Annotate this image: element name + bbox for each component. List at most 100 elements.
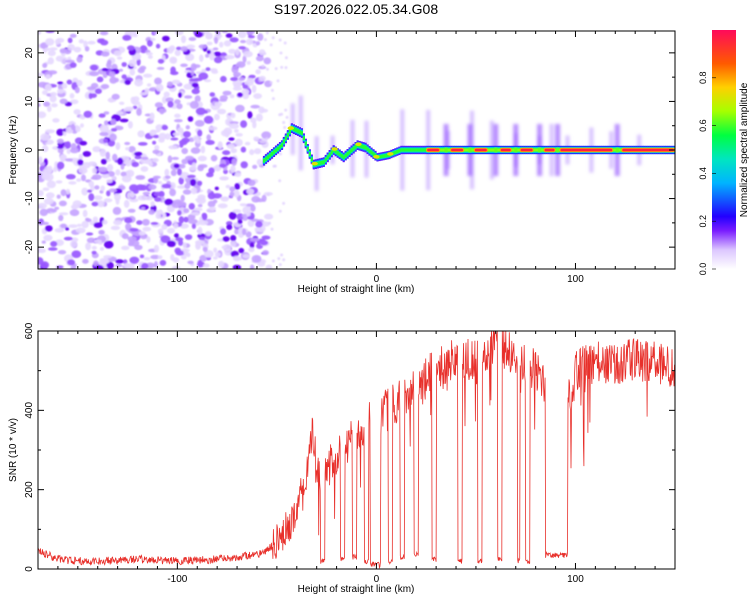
noise-blob xyxy=(228,211,237,220)
noise-speck xyxy=(269,81,273,85)
signal-core xyxy=(331,147,338,151)
noise-blob xyxy=(205,67,211,71)
noise-blob xyxy=(115,111,124,115)
noise-blob xyxy=(226,224,233,231)
noise-blob xyxy=(214,101,222,107)
y-tick-label: 0 xyxy=(24,566,35,572)
noise-blob xyxy=(191,82,199,88)
colorbar-tick-label: 0.0 xyxy=(698,263,708,276)
noise-blob xyxy=(76,223,82,227)
signal-cell xyxy=(404,148,407,152)
noise-blob xyxy=(103,111,110,115)
noise-speck xyxy=(282,121,286,124)
noise-blob xyxy=(230,112,236,119)
noise-blob xyxy=(127,45,135,51)
noise-speck xyxy=(277,257,281,261)
noise-blob xyxy=(93,222,103,229)
noise-blob xyxy=(143,73,153,78)
noise-speck xyxy=(278,209,282,213)
noise-blob xyxy=(113,219,123,226)
noise-blob xyxy=(148,162,154,167)
noise-blob xyxy=(103,198,113,203)
noise-blob xyxy=(265,264,273,269)
noise-blob xyxy=(71,250,82,258)
noise-blob xyxy=(85,217,90,222)
noise-speck xyxy=(278,38,282,42)
noise-blob xyxy=(94,264,104,269)
noise-blob xyxy=(85,242,91,251)
noise-blob xyxy=(263,57,272,65)
noise-blob xyxy=(214,252,221,257)
signal-cell xyxy=(360,144,363,149)
noise-speck xyxy=(280,253,284,257)
noise-blob xyxy=(115,142,121,151)
bright-segment-core xyxy=(560,148,613,152)
noise-blob xyxy=(42,90,48,95)
noise-blob xyxy=(174,119,183,123)
noise-blob xyxy=(99,247,105,251)
noise-blob xyxy=(232,255,241,262)
noise-blob xyxy=(129,192,135,198)
noise-blob xyxy=(168,145,178,150)
noise-speck xyxy=(280,65,284,69)
noise-blob xyxy=(86,86,96,91)
noise-blob xyxy=(166,240,176,247)
signal-cell xyxy=(416,148,419,152)
noise-blob xyxy=(44,225,53,232)
noise-blob xyxy=(167,227,175,234)
noise-blob xyxy=(185,53,195,61)
bright-segment-core xyxy=(427,148,440,152)
y-tick-label: 200 xyxy=(24,481,35,498)
noise-blob xyxy=(44,166,52,175)
noise-blob xyxy=(124,79,131,85)
signal-cell xyxy=(394,150,397,154)
colorbar-gradient xyxy=(712,30,736,269)
noise-blob xyxy=(133,151,143,157)
noise-blob xyxy=(112,206,122,215)
noise-blob xyxy=(240,146,247,153)
noise-blob xyxy=(197,155,207,162)
snr-ylabel: SNR (10 * v/v) xyxy=(8,418,19,482)
noise-blob xyxy=(179,171,190,179)
y-tick-label: 0 xyxy=(24,147,35,153)
noise-blob xyxy=(75,227,86,234)
noise-blob xyxy=(131,161,139,168)
colorbar-tick-label: 0.2 xyxy=(698,215,708,228)
noise-blob xyxy=(69,62,77,68)
noise-blob xyxy=(57,88,65,94)
noise-blob xyxy=(234,138,243,147)
noise-blob xyxy=(78,39,85,44)
x-tick-label: -100 xyxy=(167,274,187,285)
signal-cell xyxy=(294,128,297,132)
noise-blob xyxy=(160,235,171,244)
y-tick-label: 10 xyxy=(24,95,35,107)
noise-blob xyxy=(88,180,95,188)
noise-blob xyxy=(242,91,250,100)
noise-speck xyxy=(271,259,275,263)
noise-blob xyxy=(228,48,236,54)
noise-blob xyxy=(91,201,99,207)
noise-blob xyxy=(173,222,179,229)
signal-cell xyxy=(348,150,351,154)
noise-blob xyxy=(178,92,183,98)
noise-blob xyxy=(177,210,182,216)
y-tick-label: -10 xyxy=(24,191,35,206)
noise-blob xyxy=(121,175,132,183)
noise-blob xyxy=(246,38,254,46)
noise-blob xyxy=(231,65,239,74)
noise-blob xyxy=(128,59,137,67)
noise-blob xyxy=(158,132,167,140)
noise-blob xyxy=(81,220,89,229)
noise-blob xyxy=(187,260,194,265)
noise-blob xyxy=(246,31,255,35)
noise-blob xyxy=(52,118,60,123)
noise-blob xyxy=(234,172,242,178)
noise-blob xyxy=(254,227,260,233)
noise-blob xyxy=(76,56,83,63)
noise-blob xyxy=(255,41,261,46)
noise-blob xyxy=(150,222,159,225)
noise-blob xyxy=(164,198,174,206)
noise-blob xyxy=(177,185,187,189)
noise-blob xyxy=(236,213,244,221)
x-tick-label: 100 xyxy=(567,574,584,585)
